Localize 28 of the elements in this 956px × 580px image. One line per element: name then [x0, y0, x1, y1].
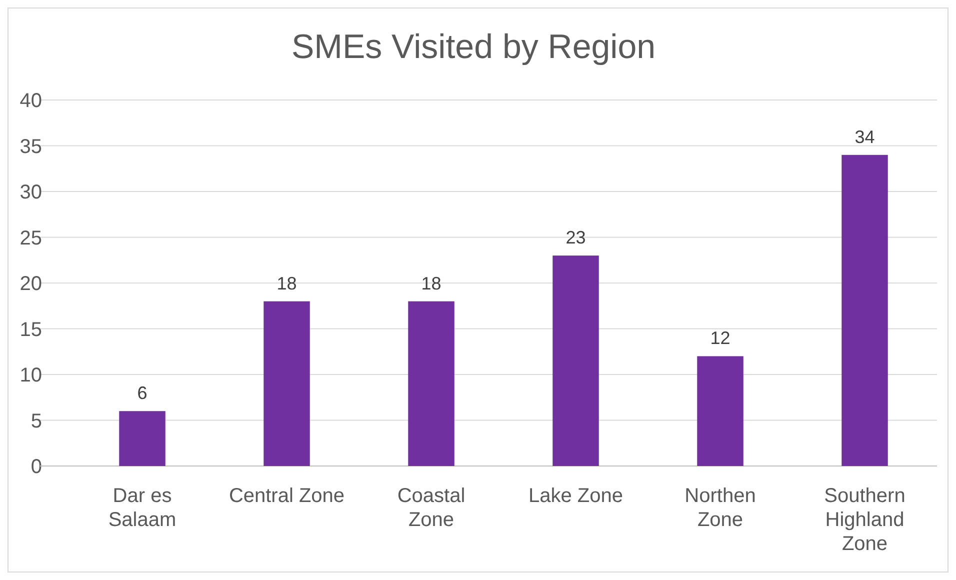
y-tick-label: 10 [20, 364, 42, 386]
y-tick-label: 15 [20, 318, 42, 341]
bar [552, 256, 599, 466]
bar [408, 301, 454, 466]
x-tick-label: Northen Zone [684, 485, 756, 531]
data-label: 12 [710, 328, 730, 348]
data-label: 23 [566, 228, 586, 248]
y-tick-label: 20 [20, 273, 42, 295]
x-tick-label: Central Zone [228, 485, 345, 507]
x-tick-label: Coastal Zone [397, 485, 466, 531]
y-tick-label: 40 [20, 90, 42, 112]
x-tick-label: Dar es Salaam [108, 485, 176, 531]
data-label: 18 [421, 273, 442, 294]
bar [697, 356, 744, 466]
x-tick-label: Lake Zone [528, 485, 624, 507]
x-tick-label: Southern Highland Zone [824, 485, 906, 555]
bar [842, 154, 888, 466]
y-tick-label: 35 [20, 136, 42, 158]
bar [119, 411, 166, 466]
y-tick-label: 30 [20, 182, 42, 204]
bar [264, 301, 310, 466]
y-tick-label: 25 [20, 227, 42, 250]
chart-title: SMEs Visited by Region [291, 28, 656, 66]
y-tick-label: 5 [30, 410, 42, 432]
data-label: 34 [854, 126, 875, 147]
data-label: 6 [137, 383, 148, 404]
data-label: 18 [276, 273, 297, 294]
y-tick-label: 0 [30, 456, 42, 478]
